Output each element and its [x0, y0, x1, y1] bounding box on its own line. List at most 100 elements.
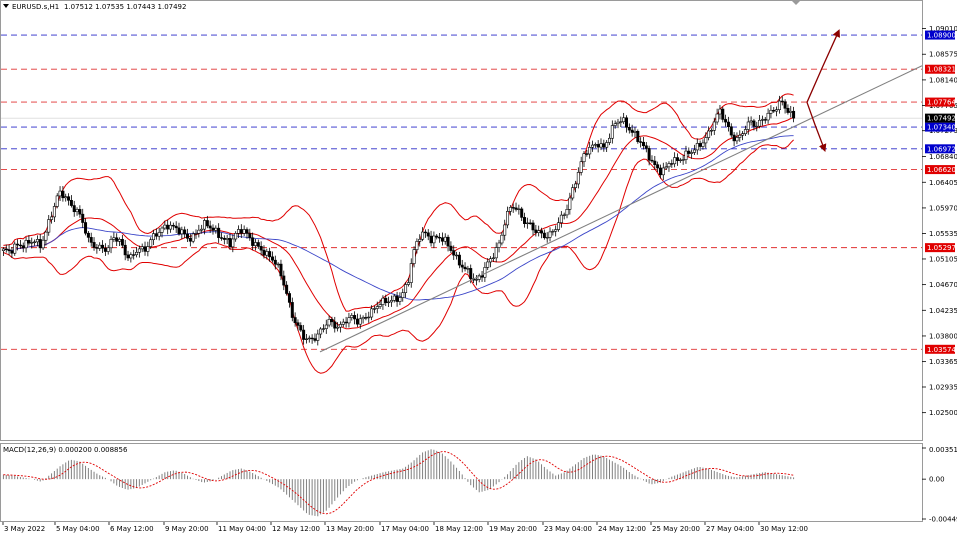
candle-body: [166, 224, 170, 230]
candle-body: [602, 143, 606, 148]
candle-body: [251, 237, 255, 246]
level-price-tag-bg: [925, 64, 955, 74]
candle-body: [752, 120, 756, 127]
trendline: [319, 65, 923, 353]
candle-body: [75, 209, 79, 213]
candle-body: [245, 229, 249, 234]
forecast-arrows: [806, 29, 840, 152]
candle-body: [443, 236, 447, 242]
candle-body: [599, 143, 603, 148]
candle-body: [517, 208, 521, 211]
candle-body: [115, 237, 119, 242]
candle-body: [186, 233, 190, 239]
candle-body: [103, 247, 107, 252]
candle-body: [86, 232, 90, 238]
y-tick-label: 1.04670: [929, 281, 957, 289]
y-tick-label: 1.06405: [929, 179, 957, 187]
candle-body: [285, 284, 289, 294]
y-tick-label: 1.09010: [929, 25, 957, 33]
candle-body: [58, 190, 62, 197]
candle-body: [469, 268, 473, 279]
candle-body: [732, 134, 736, 142]
candle-body: [675, 157, 679, 161]
candle-body: [704, 137, 708, 144]
candle-body: [310, 337, 314, 340]
y-tick-label: 1.03800: [929, 332, 957, 340]
triangle-down-icon[interactable]: [3, 4, 9, 8]
candle-body: [528, 222, 532, 225]
candle-body: [494, 247, 498, 259]
candle-body: [13, 243, 17, 254]
candle-body: [270, 256, 274, 261]
candle-body: [1, 248, 5, 252]
candle-body: [98, 244, 102, 249]
candle-body: [483, 267, 487, 278]
candle-body: [678, 159, 682, 162]
candle-body: [596, 144, 600, 148]
candle-body: [452, 250, 456, 256]
x-tick-label: 6 May 12:00: [110, 525, 154, 533]
candle-body: [613, 123, 617, 126]
candle-body: [738, 134, 742, 138]
level-price-tag-bg: [925, 97, 955, 107]
candle-body: [766, 112, 770, 121]
candle-body: [763, 119, 767, 121]
candle-body: [639, 141, 643, 143]
time-axis: 3 May 2022 5 May 04:00 6 May 12:00 9 May 20…: [2, 522, 808, 533]
candle-body: [607, 137, 611, 143]
chart-shift-marker-icon[interactable]: [792, 1, 800, 5]
candle-body: [106, 247, 110, 252]
candle-body: [231, 238, 235, 248]
candle-body: [579, 161, 583, 173]
candle-body: [423, 231, 427, 234]
level-price-tag: 1.08321: [927, 66, 956, 74]
level-price-tag-bg: [925, 344, 955, 354]
candle-body: [523, 217, 527, 224]
candle-body: [55, 195, 59, 207]
candle-body: [109, 239, 113, 249]
candle-body: [534, 229, 538, 233]
candle-body: [746, 121, 750, 130]
candle-body: [222, 237, 226, 240]
candle-body: [474, 279, 478, 281]
candle-body: [667, 163, 671, 168]
candle-body: [429, 235, 433, 244]
candle-body: [653, 160, 657, 165]
candle-body: [692, 149, 696, 153]
x-tick-label: 25 May 20:00: [652, 525, 700, 533]
candle-body: [287, 293, 291, 303]
candle-body: [627, 127, 631, 131]
candle-body: [605, 142, 609, 148]
candle-body: [78, 209, 82, 215]
candle-body: [531, 222, 535, 231]
candle-body: [777, 100, 781, 110]
candle-body: [698, 143, 702, 147]
candle-body: [568, 197, 572, 210]
candle-body: [208, 225, 212, 229]
y-tick-label: 1.05535: [929, 230, 957, 238]
y-tick-label: 1.05105: [929, 255, 957, 263]
candle-body: [389, 299, 393, 303]
ascending-trendline: [319, 65, 923, 353]
candle-body: [721, 108, 725, 120]
candle-body: [41, 239, 45, 249]
ohlc-values: 1.07512 1.07535 1.07443 1.07492: [64, 3, 186, 11]
candle-body: [61, 190, 65, 199]
candle-body: [392, 295, 396, 301]
candle-body: [593, 144, 597, 146]
candle-body: [619, 121, 623, 123]
candle-body: [330, 319, 334, 323]
candle-body: [35, 239, 39, 243]
candle-body: [755, 125, 759, 128]
candle-body: [718, 108, 722, 115]
macd-y-tick-label: -0.004493: [929, 516, 957, 524]
candle-body: [735, 137, 739, 142]
candle-body: [644, 145, 648, 149]
candle-body: [415, 241, 419, 250]
candle-body: [438, 236, 442, 239]
macd-y-tick-label: 0.00: [929, 476, 945, 484]
forecast-arrow-down: [806, 102, 827, 152]
candle-body: [503, 224, 507, 236]
candle-body: [194, 233, 198, 235]
candle-body: [27, 240, 31, 244]
